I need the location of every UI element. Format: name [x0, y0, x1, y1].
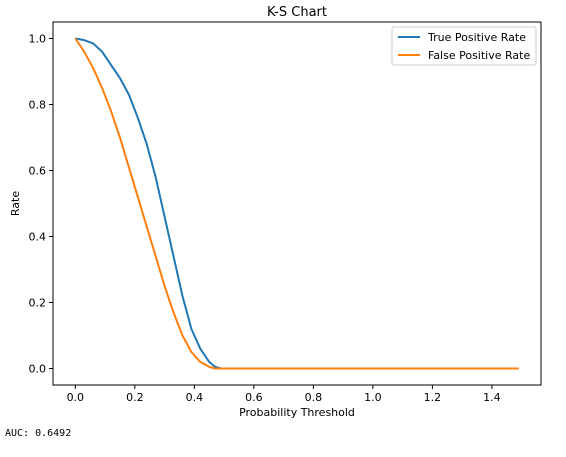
y-tick-label: 0.6 [29, 165, 47, 178]
y-tick-label: 0.2 [29, 297, 47, 310]
x-tick-label: 1.2 [424, 391, 442, 404]
legend-label-true-positive-rate: True Positive Rate [427, 31, 526, 44]
y-axis-label: Rate [9, 191, 22, 216]
x-tick-label: 0.0 [67, 391, 85, 404]
y-tick-label: 0.4 [29, 231, 47, 244]
x-tick-label: 1.0 [364, 391, 382, 404]
plot-area [52, 21, 542, 386]
x-axis-ticks: 0.0 0.2 0.4 0.6 0.8 1.0 1.2 1.4 [67, 385, 501, 404]
x-tick-label: 0.6 [245, 391, 263, 404]
series-lines [74, 37, 519, 370]
ks-chart: K-S Chart Probability Threshold Rate 0.0… [9, 5, 542, 419]
auc-output: AUC: 0.6492 [5, 428, 72, 439]
y-tick-label: 0.0 [29, 363, 47, 376]
x-axis-label: Probability Threshold [239, 406, 355, 419]
x-tick-label: 0.4 [186, 391, 204, 404]
x-tick-label: 1.4 [483, 391, 501, 404]
x-tick-label: 0.2 [126, 391, 144, 404]
legend: True Positive Rate False Positive Rate [391, 26, 537, 66]
legend-box [391, 26, 537, 66]
chart-title: K-S Chart [267, 5, 327, 20]
y-axis-ticks: 0.0 0.2 0.4 0.6 0.8 1.0 [29, 33, 53, 376]
series-line-false-positive-rate [74, 37, 519, 370]
y-tick-label: 1.0 [29, 33, 47, 46]
y-tick-label: 0.8 [29, 99, 47, 112]
legend-label-false-positive-rate: False Positive Rate [428, 49, 530, 62]
x-tick-label: 0.8 [305, 391, 323, 404]
